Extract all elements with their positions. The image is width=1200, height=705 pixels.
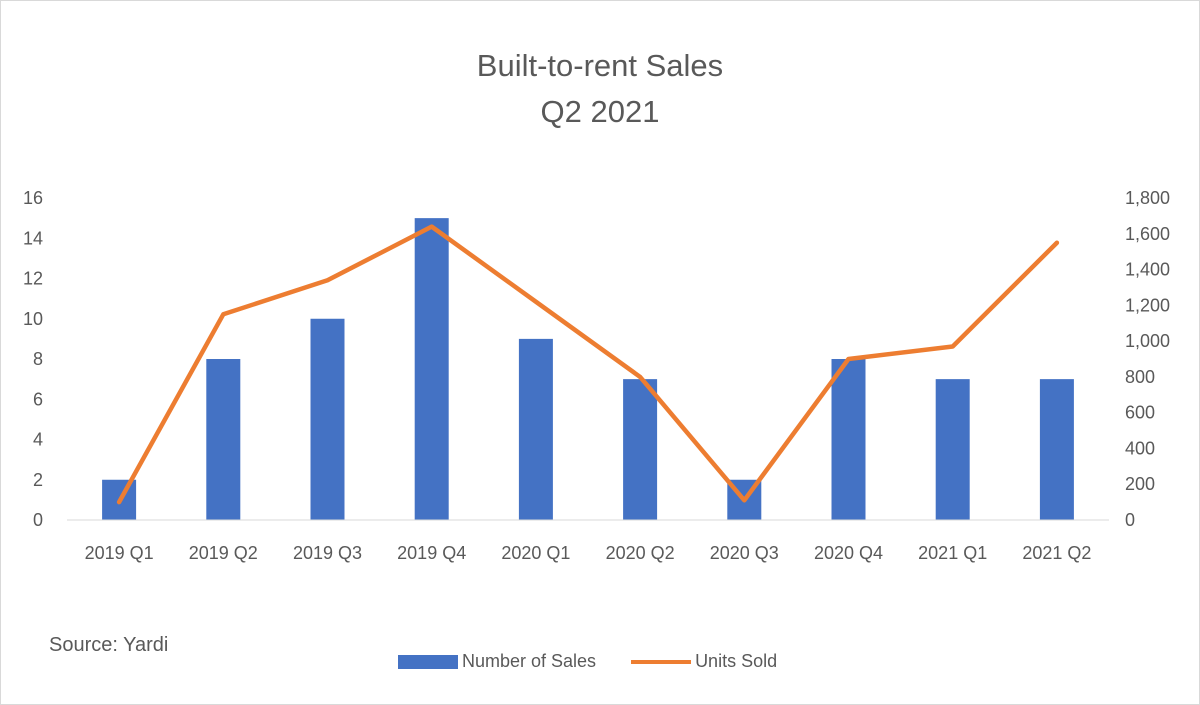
chart-legend: Number of Sales Units Sold [398,651,777,672]
chart-subtitle-line-2: Q2 2021 [540,94,660,129]
y-right-tick-1-800: 1,800 [1125,188,1170,208]
legend-label-number-of-sales: Number of Sales [462,651,597,671]
x-tick-2019-q4: 2019 Q4 [397,543,466,563]
bar-2019-q4 [414,218,449,521]
y-right-tick-1-200: 1,200 [1125,295,1170,315]
bar-2019-q2 [206,359,241,520]
x-tick-2021-q1: 2021 Q1 [918,543,987,563]
y-left-tick-2: 2 [33,470,43,490]
x-tick-2019-q2: 2019 Q2 [189,543,258,563]
bar-2021-q1 [935,379,970,521]
axes-layer: 0 2 4 6 8 10 12 14 16 0 200 400 600 800 1,000 1,200 1,40… [23,188,1170,563]
bar-2020-q4 [831,359,866,520]
bar-2021-q2 [1039,379,1074,521]
x-tick-2020-q2: 2020 Q2 [606,543,675,563]
bar-2020-q1 [518,338,553,521]
legend-item-units-sold: Units Sold [631,651,777,672]
y-left-tick-8: 8 [33,349,43,369]
y-right-tick-1-600: 1,600 [1125,224,1170,244]
chart-title-line-1: Built-to-rent Sales [476,48,724,83]
bar-2019-q3 [310,318,345,520]
y-right-tick-600: 600 [1125,403,1155,423]
y-left-tick-12: 12 [23,269,43,289]
bar-2020-q2 [623,379,658,521]
x-tick-2020-q3: 2020 Q3 [710,543,779,563]
y-left-tick-14: 14 [23,228,43,248]
y-right-tick-0: 0 [1125,510,1135,530]
y-left-tick-0: 0 [33,510,43,530]
x-tick-2021-q2: 2021 Q2 [1022,543,1091,563]
source-note: Source: Yardi [49,634,169,656]
chart-title: Built-to-rent Sales Q2 2021 [1,43,1199,135]
y-right-tick-400: 400 [1125,438,1155,458]
x-tick-2020-q4: 2020 Q4 [814,543,883,563]
y-left-tick-4: 4 [33,430,43,450]
bars-layer [102,218,1074,521]
y-right-tick-200: 200 [1125,474,1155,494]
y-right-tick-800: 800 [1125,367,1155,387]
legend-item-number-of-sales: Number of Sales [398,651,596,672]
legend-label-units-sold: Units Sold [695,651,778,671]
legend-swatch-number-of-sales [398,654,458,669]
units-sold-line [116,224,1060,505]
y-left-tick-16: 16 [23,188,43,208]
legend-swatch-units-sold [631,659,692,664]
x-tick-2019-q1: 2019 Q1 [85,543,154,563]
line-layer [116,224,1060,505]
y-right-tick-1-000: 1,000 [1125,331,1170,351]
y-left-tick-10: 10 [23,309,43,329]
y-left-tick-6: 6 [33,389,43,409]
x-tick-2020-q1: 2020 Q1 [501,543,570,563]
y-right-tick-1-400: 1,400 [1125,260,1170,280]
x-tick-2019-q3: 2019 Q3 [293,543,362,563]
